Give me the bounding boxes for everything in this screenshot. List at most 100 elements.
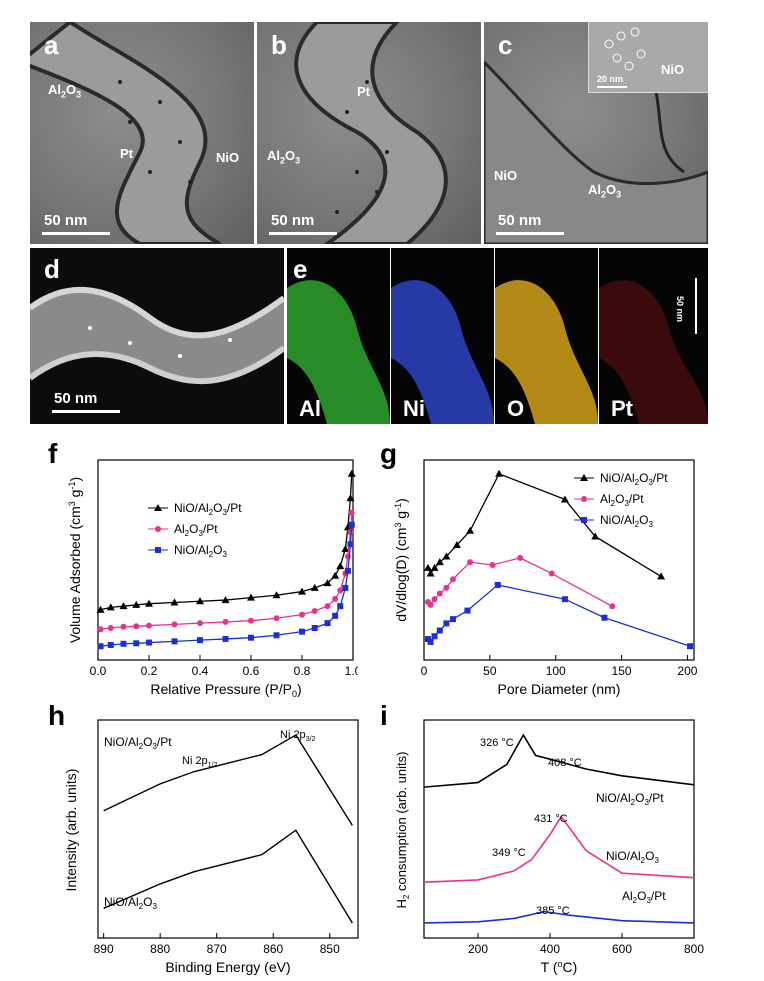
scale-bar-b bbox=[269, 232, 337, 235]
xlabel-f: Relative Pressure (P/P0) bbox=[150, 681, 301, 699]
data-point-1-3 bbox=[436, 590, 443, 597]
data-point-1-2 bbox=[120, 623, 127, 630]
data-point-1-1 bbox=[427, 601, 434, 608]
data-point-2-10 bbox=[299, 628, 305, 635]
data-point-2-16 bbox=[344, 567, 351, 574]
annotation-349: 349 °C bbox=[492, 847, 526, 859]
nanotube-shape-b bbox=[294, 22, 448, 244]
data-point-1-6 bbox=[197, 620, 203, 627]
x-tick-label-5: 1.0 bbox=[345, 664, 358, 678]
plot-frame-f bbox=[97, 459, 354, 661]
legend-label-g-1: NiO/Al2O3/Pt bbox=[600, 471, 668, 487]
eds-map-ni: Ni bbox=[391, 248, 494, 424]
data-point-0-16 bbox=[343, 523, 352, 531]
pt-map-shape bbox=[599, 280, 708, 424]
data-point-0-0 bbox=[423, 563, 432, 571]
x-tick-label-3: 860 bbox=[263, 942, 283, 956]
scale-text-d: 50 nm bbox=[54, 390, 98, 407]
data-point-2-14 bbox=[337, 603, 344, 610]
data-point-2-18 bbox=[348, 521, 355, 528]
chart-g: 0 50 100 150 200 NiO/Al2O3/Pt Al2O3/Pt NiO/A… bbox=[393, 459, 698, 697]
data-point-1-18 bbox=[348, 509, 355, 516]
plot-frame-g bbox=[423, 459, 695, 661]
data-point-0-4 bbox=[442, 552, 451, 560]
data-point-2-15 bbox=[342, 584, 349, 591]
legend-label-f-1: NiO/Al2O3/Pt bbox=[174, 501, 242, 517]
x-tick-label-2: 100 bbox=[546, 664, 566, 678]
eds-label-o: O bbox=[507, 396, 525, 421]
data-point-0-3 bbox=[435, 558, 444, 566]
scale-text-a: 50 nm bbox=[44, 212, 88, 229]
inset-particles bbox=[604, 27, 646, 71]
data-point-0-6 bbox=[196, 597, 204, 605]
scale-text-e: 50 nm bbox=[675, 296, 685, 323]
peak-label-ni2p32: Ni 2p3/2 bbox=[280, 729, 316, 743]
series-i bbox=[423, 733, 695, 924]
data-point-0-5 bbox=[452, 541, 461, 549]
data-point-2-6 bbox=[464, 607, 471, 614]
inset-scale-text: 20 nm bbox=[597, 74, 624, 84]
data-point-1-9 bbox=[548, 570, 555, 577]
data-point-0-9 bbox=[272, 591, 281, 599]
eds-map-o: O bbox=[495, 248, 598, 424]
al-map-shape bbox=[287, 280, 390, 424]
legend-label-g-2: Al2O3/Pt bbox=[600, 492, 644, 508]
inset-c: 20 nm NiO bbox=[588, 22, 708, 93]
data-point-1-7 bbox=[222, 618, 229, 625]
data-point-0-14 bbox=[336, 562, 345, 570]
xlabel-i: T (oC) bbox=[541, 959, 578, 975]
x-tick-label-3: 800 bbox=[684, 942, 704, 956]
series-line-0 bbox=[103, 734, 353, 826]
x-tick-label-1: 50 bbox=[483, 664, 497, 678]
series-g bbox=[423, 469, 694, 650]
data-point-2-7 bbox=[494, 581, 501, 588]
data-point-2-9 bbox=[273, 632, 280, 639]
xlabel-h: Binding Energy (eV) bbox=[165, 959, 290, 975]
chart-h: 890 880 870 860 850 NiO/Al2O3/Pt NiO/Al2O3 N… bbox=[63, 719, 359, 975]
series-line-1 bbox=[103, 829, 353, 924]
data-point-0-2 bbox=[430, 563, 439, 571]
pt-label-a: Pt bbox=[120, 146, 133, 161]
x-tick-label-2: 600 bbox=[612, 942, 632, 956]
data-point-0-12 bbox=[323, 579, 332, 587]
data-point-0-3 bbox=[132, 600, 141, 608]
data-point-1-6 bbox=[467, 559, 474, 566]
scale-bar-c bbox=[496, 232, 564, 235]
data-point-0-8 bbox=[560, 495, 569, 503]
data-point-1-8 bbox=[517, 554, 524, 561]
data-point-2-9 bbox=[601, 614, 608, 621]
xlabel-g: Pore Diameter (nm) bbox=[498, 681, 621, 697]
data-point-1-14 bbox=[337, 587, 344, 594]
series-line-1 bbox=[427, 557, 613, 607]
nanotube-shape-d bbox=[30, 286, 284, 385]
data-point-2-8 bbox=[561, 596, 568, 603]
data-point-1-13 bbox=[332, 595, 339, 602]
pt-label-b: Pt bbox=[357, 84, 370, 99]
nanotube-shape-a bbox=[30, 22, 221, 244]
data-point-0-15 bbox=[341, 545, 350, 553]
data-point-2-11 bbox=[311, 624, 318, 631]
panel-label-d: d bbox=[44, 254, 60, 284]
x-tick-label-0: 0.0 bbox=[90, 664, 107, 678]
scale-text-c: 50 nm bbox=[498, 212, 542, 229]
data-point-0-1 bbox=[106, 603, 115, 611]
haadf-image-d: d 50 nm bbox=[30, 248, 284, 424]
data-point-0-7 bbox=[495, 469, 504, 477]
x-tick-label-0: 200 bbox=[468, 942, 488, 956]
x-tick-label-3: 0.6 bbox=[243, 664, 260, 678]
data-point-0-2 bbox=[119, 602, 128, 610]
data-point-1-4 bbox=[443, 584, 450, 591]
series-line-2 bbox=[423, 910, 695, 924]
data-point-0-1 bbox=[426, 569, 435, 577]
panel-label-h: h bbox=[48, 700, 66, 731]
inset-scale-bar bbox=[597, 86, 627, 88]
data-point-1-10 bbox=[609, 603, 616, 610]
panel-label-g: g bbox=[380, 438, 398, 469]
data-point-2-13 bbox=[332, 612, 339, 619]
data-point-2-8 bbox=[248, 634, 254, 641]
x-ticks-h: 890 880 870 860 850 bbox=[94, 933, 340, 956]
ylabel-i: H2 consumption (arb. units) bbox=[394, 752, 411, 909]
data-point-0-7 bbox=[221, 596, 230, 604]
data-point-2-0 bbox=[97, 643, 104, 650]
legend-f: NiO/Al2O3/Pt Al2O3/Pt NiO/Al2O3 bbox=[148, 501, 242, 559]
